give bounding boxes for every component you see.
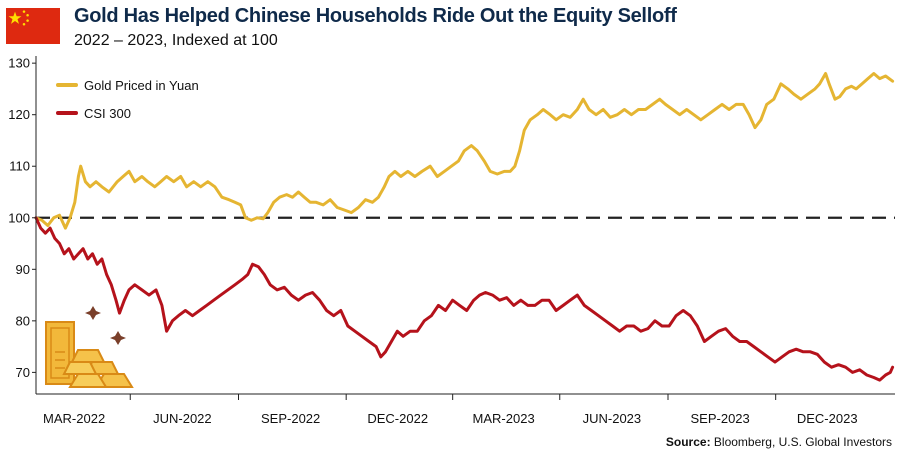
x-tick-label: MAR-2023 bbox=[473, 411, 535, 426]
chart-subtitle: 2022 – 2023, Indexed at 100 bbox=[74, 32, 278, 49]
gold-yuan-series-line bbox=[34, 72, 895, 230]
y-tick-label: 110 bbox=[9, 159, 30, 174]
y-tick-label: 70 bbox=[16, 365, 30, 380]
source-text: Bloomberg, U.S. Global Investors bbox=[710, 435, 892, 449]
x-tick-label: JUN-2023 bbox=[583, 411, 642, 426]
x-tick-label: SEP-2022 bbox=[261, 411, 320, 426]
x-tick-label: SEP-2023 bbox=[691, 411, 750, 426]
x-tick-label: DEC-2022 bbox=[367, 411, 428, 426]
x-tick-label: DEC-2023 bbox=[797, 411, 858, 426]
x-tick-label: JUN-2022 bbox=[153, 411, 212, 426]
y-tick-label: 130 bbox=[8, 56, 30, 71]
china-flag-icon bbox=[6, 8, 60, 44]
y-tick-label: 100 bbox=[8, 210, 30, 225]
source-note: Source: Bloomberg, U.S. Global Investors bbox=[666, 435, 892, 449]
source-label: Source: bbox=[665, 435, 711, 449]
gold-bars-icon bbox=[45, 306, 134, 388]
sparkle-icon bbox=[85, 306, 101, 320]
legend-label-csi300: CSI 300 bbox=[84, 106, 131, 121]
x-tick-label: MAR-2022 bbox=[43, 411, 105, 426]
y-tick-label: 90 bbox=[16, 262, 30, 277]
y-tick-label: 120 bbox=[8, 107, 30, 122]
chart-title: Gold Has Helped Chinese Households Ride … bbox=[74, 5, 677, 27]
csi300-series-line bbox=[34, 216, 895, 382]
sparkle-icon bbox=[110, 331, 126, 345]
y-tick-label: 80 bbox=[16, 313, 30, 328]
chart-legend: Gold Priced in Yuan CSI 300 bbox=[56, 78, 199, 121]
legend-label-gold: Gold Priced in Yuan bbox=[84, 78, 199, 93]
